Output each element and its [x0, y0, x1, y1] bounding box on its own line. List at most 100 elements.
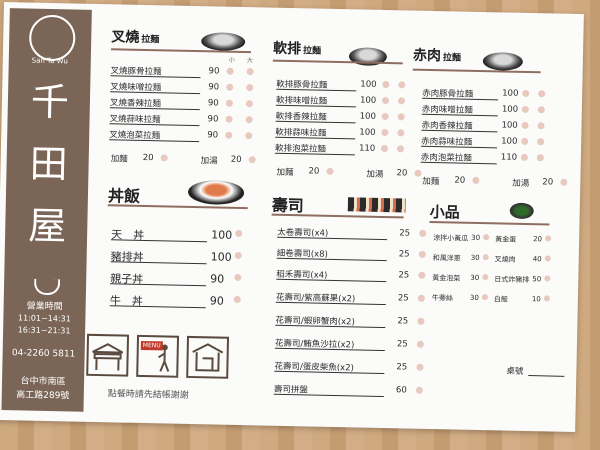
order-tick-circle — [521, 105, 529, 114]
item-underline — [276, 257, 387, 262]
address-line: 高工路289號 — [16, 390, 70, 402]
item-underline — [274, 370, 385, 375]
item-underline — [421, 145, 498, 149]
section-divider — [107, 204, 248, 210]
section-subtitle: 拉麵 — [302, 46, 322, 57]
column-large: 大 — [246, 57, 253, 65]
order-tick-circle — [560, 178, 568, 186]
section-title-text: 軟排 — [272, 40, 302, 58]
order-tick-circle — [397, 97, 406, 105]
brand-sidebar: San Ta Wu 千 田 屋 營業時間 11:01~14:31 16:31~2… — [1, 8, 92, 412]
extra-noodle-price: 20 — [308, 166, 320, 177]
menu-item-price: 100 — [502, 88, 519, 99]
side-item-name: 牛蒡絲 — [431, 294, 453, 303]
order-tick-circle — [225, 99, 234, 107]
menu-item-price: 100 — [359, 111, 377, 122]
order-tick-circle — [416, 340, 424, 348]
menu-item-price: 25 — [399, 228, 411, 239]
order-tick-circle — [544, 275, 551, 282]
section-divider — [412, 68, 541, 74]
menu-item-price: 110 — [358, 143, 376, 154]
order-tick-circle — [381, 128, 389, 137]
donburi-photo — [187, 179, 245, 206]
menu-item-price: 90 — [210, 272, 225, 286]
menu-item-price: 100 — [360, 79, 377, 90]
menu-sheet: San Ta Wu 千 田 屋 營業時間 11:01~14:31 16:31~2… — [0, 2, 584, 433]
item-underline — [275, 120, 356, 124]
order-tick-circle — [472, 176, 480, 184]
sushi-platter-photo — [347, 197, 406, 213]
column-small: 小 — [228, 56, 235, 64]
order-tick-circle — [418, 250, 426, 258]
order-counter-icon — [86, 333, 130, 377]
menu-item-price: 60 — [395, 385, 407, 396]
order-tick-circle — [521, 137, 529, 146]
extra-noodle-label: 加麵 — [276, 167, 294, 179]
ordering-instructions-icons: MENU — [86, 333, 237, 389]
order-tick-circle — [233, 295, 241, 304]
side-item-name: 日式炸豬排 — [494, 275, 530, 285]
menu-item-price: 90 — [208, 66, 220, 77]
order-tick-circle — [482, 254, 489, 261]
order-tick-circle — [235, 229, 243, 238]
side-item-price: 30 — [470, 273, 480, 283]
side-item-price: 40 — [532, 255, 542, 264]
order-tick-circle — [414, 169, 422, 177]
opening-hours: 營業時間 11:01~14:31 16:31~21:31 — [3, 300, 86, 338]
order-tick-circle — [415, 386, 424, 394]
menu-item-price: 100 — [359, 127, 376, 138]
order-tick-circle — [416, 363, 424, 371]
item-underline — [274, 347, 385, 352]
extra-noodle-label: 加麵 — [422, 176, 440, 188]
order-tick-circle — [225, 131, 233, 139]
menu-item-price: 100 — [211, 228, 233, 242]
order-tick-circle — [537, 122, 545, 130]
section-subtitle: 拉麵 — [141, 34, 160, 46]
menu-item-price: 90 — [209, 294, 224, 308]
order-tick-circle — [326, 167, 334, 175]
ramen-bowl-photo — [482, 52, 524, 71]
order-tick-circle — [536, 154, 544, 162]
side-item-name: 白飯 — [493, 295, 508, 304]
order-tick-circle — [418, 271, 426, 279]
order-tick-circle — [382, 80, 390, 89]
item-underline — [110, 91, 201, 95]
restaurant-name: 千 田 屋 — [27, 71, 71, 258]
order-tick-circle — [544, 255, 551, 262]
order-tick-circle — [482, 274, 489, 281]
order-tick-circle — [226, 67, 234, 75]
order-tick-circle — [521, 121, 529, 130]
logo-bowl-icon — [28, 14, 76, 62]
order-tick-circle — [398, 81, 406, 89]
menu-item-price: 100 — [501, 136, 518, 147]
order-tick-circle — [234, 273, 242, 282]
section-title-text: 赤肉 — [412, 47, 442, 65]
order-tick-circle — [397, 113, 405, 121]
order-tick-circle — [381, 112, 389, 121]
menu-item-price: 100 — [359, 95, 377, 106]
menu-item-price: 25 — [396, 362, 408, 373]
side-item-name: 叉燒肉 — [494, 255, 516, 264]
menu-item-price: 25 — [397, 293, 409, 304]
order-tick-circle — [381, 96, 390, 105]
order-tick-circle — [234, 251, 242, 260]
extra-noodle-price: 20 — [142, 152, 154, 164]
hours-dinner: 16:31~21:31 — [17, 325, 71, 336]
item-underline — [274, 152, 355, 156]
table-number-label: 桌號 — [506, 366, 524, 377]
order-tick-circle — [245, 116, 253, 124]
extra-soup-price: 20 — [542, 177, 554, 188]
section-title-chashu: 叉燒 拉麵 — [111, 26, 159, 47]
side-item-price: 30 — [469, 293, 479, 303]
side-item-price: 10 — [531, 295, 541, 304]
phone-number: 04-2260 5811 — [11, 348, 76, 360]
order-tick-circle — [417, 317, 425, 325]
menu-item-price: 110 — [500, 152, 518, 163]
section-title-paigu: 軟排 拉麵 — [273, 38, 321, 59]
section-subtitle: 拉麵 — [442, 53, 462, 64]
name-char: 屋 — [27, 203, 67, 249]
order-tick-circle — [543, 295, 550, 302]
menu-item-price: 25 — [398, 270, 410, 281]
item-underline — [109, 107, 200, 111]
section-title-redmeat: 赤肉 拉麵 — [413, 45, 461, 66]
